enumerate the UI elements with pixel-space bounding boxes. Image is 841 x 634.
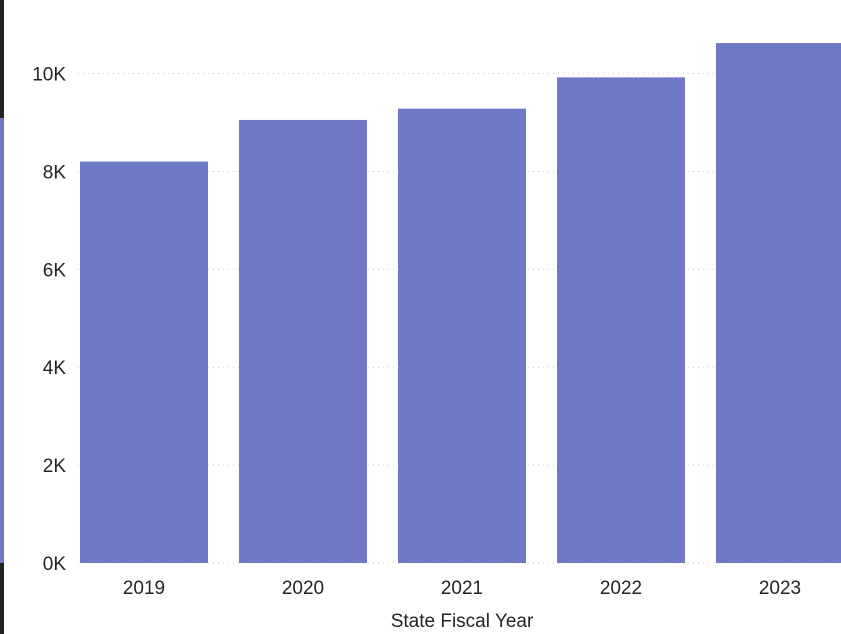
x-tick-label: 2022 [600,578,642,599]
y-tick-label: 8K [43,162,67,183]
y-axis: 0K 2K 4K 6K 8K 10K [32,64,66,575]
x-tick-label: 2019 [123,578,165,599]
bars [80,43,841,564]
bar-2020[interactable] [239,119,367,563]
x-tick-label: 2021 [441,578,483,599]
bar-2022[interactable] [557,77,685,563]
x-axis: 2019 2020 2021 2022 2023 [123,578,801,599]
x-tick-label: 2020 [282,578,324,599]
bar-2019[interactable] [80,161,208,563]
y-tick-label: 0K [43,554,67,575]
y-tick-label: 2K [43,456,67,477]
bar-2023[interactable] [716,43,841,564]
gridlines [78,72,841,564]
x-tick-label: 2023 [759,578,801,599]
y-tick-label: 4K [43,358,67,379]
adjacent-visual-edge [0,118,4,563]
y-tick-label: 6K [43,260,67,281]
y-tick-label: 10K [32,64,66,85]
bar-2021[interactable] [398,108,526,564]
x-axis-title: State Fiscal Year [391,611,534,632]
